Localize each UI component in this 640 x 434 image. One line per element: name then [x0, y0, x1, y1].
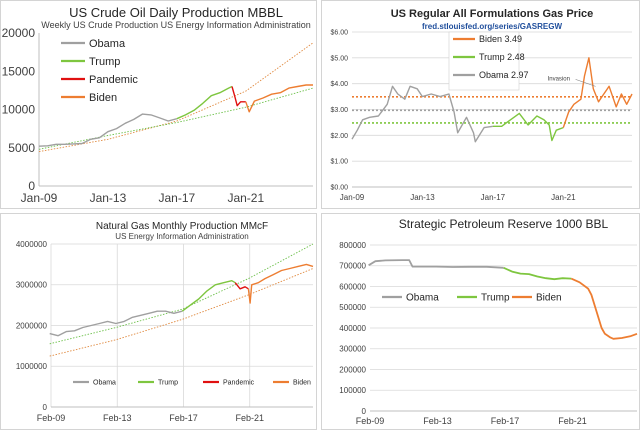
x-tick-label: Feb-09 [37, 413, 66, 423]
y-tick-label: 100000 [339, 386, 366, 395]
series-line-biden [570, 277, 638, 340]
y-tick-label: 800000 [339, 241, 366, 250]
series-line-trump [181, 280, 236, 312]
series-line-obama [49, 310, 183, 337]
trend-line [49, 268, 314, 357]
chart-title: Natural Gas Monthly Production MMcF [96, 221, 268, 232]
legend-label-obama: Obama 2.97 [479, 70, 529, 80]
x-tick-label: Feb-21 [558, 416, 587, 426]
x-tick-label: Feb-21 [235, 413, 264, 423]
y-tick-label: 15000 [2, 64, 36, 78]
y-tick-label: 4000000 [16, 240, 48, 249]
x-tick-label: Feb-09 [356, 416, 385, 426]
series-line-trump [492, 112, 564, 142]
y-tick-label: $5.00 [330, 55, 348, 62]
trend-line [49, 243, 314, 345]
x-tick-label: Jan-17 [159, 191, 196, 205]
x-tick-label: Jan-21 [551, 193, 576, 202]
annotation-label: Invasion [548, 76, 570, 82]
y-tick-label: 600000 [339, 282, 366, 291]
trend-line [38, 42, 314, 153]
series-line-pandemic [231, 86, 246, 107]
y-tick-label: 1000000 [16, 362, 48, 371]
series-line-biden [245, 84, 313, 113]
crude-oil-chart: 0 5000 10000 15000 20000 Jan-09 Jan-13 Jan-17 Ja… [2, 5, 314, 205]
x-tick-label: Feb-13 [103, 413, 132, 423]
chart-title: Strategic Petroleum Reserve 1000 BBL [399, 217, 609, 231]
series-line-pandemic [234, 282, 249, 290]
x-tick-label: Jan-17 [481, 193, 506, 202]
legend-label-pandemic: Pandemic [89, 74, 138, 86]
legend-label-trump: Trump [89, 56, 120, 68]
gas-price-panel: $0.00 $1.00 $2.00 $3.00 $4.00 $5.00 $6.00 Jan-0… [321, 0, 640, 209]
y-tick-label: 0 [362, 407, 367, 416]
x-tick-label: Feb-17 [491, 416, 520, 426]
natural-gas-chart: 0 1000000 2000000 3000000 4000000 Feb-09 Feb-1… [16, 221, 314, 423]
y-tick-label: $3.00 [330, 107, 348, 114]
y-tick-label: $6.00 [330, 29, 348, 36]
y-tick-label: 2000000 [16, 321, 48, 330]
chart-subtitle: Weekly US Crude Production US Energy Inf… [41, 20, 310, 30]
legend-label-pandemic: Pandemic [223, 380, 255, 387]
legend-label-obama: Obama [89, 38, 126, 50]
y-tick-label: 700000 [339, 262, 366, 271]
x-tick-label: Jan-13 [410, 193, 435, 202]
annotation-pointer [575, 79, 596, 87]
x-tick-label: Feb-17 [169, 413, 198, 423]
legend-label-biden: Biden [536, 293, 562, 304]
gas-price-chart: $0.00 $1.00 $2.00 $3.00 $4.00 $5.00 $6.00 Jan-0… [330, 8, 633, 202]
legend-label-obama: Obama [406, 293, 439, 304]
legend-label-obama: Obama [93, 380, 116, 387]
y-tick-label: 200000 [339, 365, 366, 374]
y-tick-label: 400000 [339, 324, 366, 333]
y-tick-label: 300000 [339, 345, 366, 354]
y-tick-label: $0.00 [330, 184, 348, 191]
x-tick-label: Jan-21 [227, 191, 264, 205]
x-tick-label: Feb-13 [423, 416, 452, 426]
legend-label-biden: Biden [89, 92, 117, 104]
y-tick-label: 3000000 [16, 281, 48, 290]
series-line-biden [562, 57, 633, 128]
legend-label-trump: Trump 2.48 [479, 52, 525, 62]
legend-box [448, 31, 520, 91]
series-line-obama [368, 259, 504, 269]
y-tick-label: 0 [28, 179, 35, 193]
series-line-obama [38, 113, 178, 147]
spr-chart: 0 100000 200000 300000 400000 500000 600000 700… [339, 217, 638, 426]
y-tick-label: $4.00 [330, 81, 348, 88]
y-tick-label: 500000 [339, 303, 366, 312]
y-tick-label: $2.00 [330, 133, 348, 140]
chart-title: US Crude Oil Daily Production MBBL [69, 5, 283, 20]
legend-label-trump: Trump [158, 380, 178, 387]
spr-panel: 0 100000 200000 300000 400000 500000 600000 700… [321, 213, 640, 430]
series-line-trump [503, 266, 572, 281]
x-tick-label: Jan-09 [340, 193, 365, 202]
x-tick-label: Jan-09 [21, 191, 58, 205]
y-tick-label: 5000 [8, 141, 35, 155]
legend-label-biden: Biden [293, 380, 311, 387]
crude-oil-panel: 0 5000 10000 15000 20000 Jan-09 Jan-13 Jan-17 Ja… [0, 0, 317, 209]
y-tick-label: 0 [43, 403, 48, 412]
chart-subtitle: US Energy Information Administration [115, 232, 248, 241]
series-line-obama [351, 85, 494, 143]
y-tick-label: $1.00 [330, 159, 348, 166]
chart-title: US Regular All Formulations Gas Price [391, 8, 594, 20]
y-tick-label: 10000 [2, 103, 36, 117]
series-line-trump [176, 85, 233, 120]
natural-gas-panel: 0 1000000 2000000 3000000 4000000 Feb-09 Feb-1… [0, 213, 317, 430]
x-tick-label: Jan-13 [90, 191, 127, 205]
chart-subtitle: fred.stlouisfed.org/series/GASREGW [422, 22, 562, 31]
legend-label-trump: Trump [481, 293, 510, 304]
y-tick-label: 20000 [2, 26, 36, 40]
series-line-biden [247, 263, 314, 304]
trend-line [38, 87, 314, 150]
legend-label-biden: Biden 3.49 [479, 34, 522, 44]
